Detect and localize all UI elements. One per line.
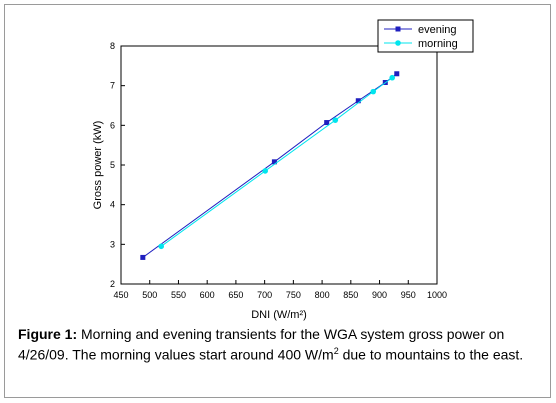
y-tick-label: 7	[110, 81, 115, 91]
y-tick-label: 5	[110, 160, 115, 170]
x-tick-label: 950	[401, 290, 416, 300]
x-tick-label: 650	[228, 290, 243, 300]
y-tick-label: 6	[110, 120, 115, 130]
legend-marker-evening	[395, 26, 401, 32]
legend-marker-morning	[395, 40, 401, 46]
point-morning	[370, 88, 377, 95]
x-tick-label: 850	[343, 290, 358, 300]
point-evening	[140, 254, 146, 260]
y-tick-label: 3	[110, 239, 115, 249]
legend-label-morning: morning	[418, 38, 458, 50]
legend-label-evening: evening	[418, 24, 457, 36]
y-axis: 2 3 4 5 6 7 8	[110, 41, 125, 289]
caption-text-end: due to mountains to the east.	[338, 346, 524, 363]
plot-area	[120, 45, 438, 285]
x-axis-label: DNI (W/m²)	[251, 309, 307, 321]
y-tick-label: 2	[110, 279, 115, 289]
x-tick-label: 900	[372, 290, 387, 300]
x-tick-label: 750	[286, 290, 301, 300]
legend-box	[377, 19, 474, 53]
point-evening	[271, 159, 277, 165]
point-evening	[394, 71, 400, 77]
x-tick-label: 600	[200, 290, 215, 300]
x-tick-label: 700	[257, 290, 272, 300]
series-layer	[140, 71, 400, 260]
x-tick-label: 550	[171, 290, 186, 300]
x-tick-label: 450	[113, 290, 128, 300]
point-morning	[389, 74, 395, 81]
y-axis-label: Gross power (kW)	[92, 121, 104, 210]
point-evening	[324, 120, 330, 126]
caption-superscript: 2	[333, 346, 339, 356]
x-tick-label: 800	[315, 290, 330, 300]
x-tick-label: 500	[142, 290, 157, 300]
legend: evening morning	[377, 19, 474, 53]
y-tick-label: 4	[110, 200, 115, 210]
point-morning	[262, 168, 269, 174]
caption-text: Morning and evening transients for the W…	[18, 326, 505, 363]
point-morning	[332, 117, 339, 123]
x-tick-label: 1000	[427, 290, 447, 300]
figure-caption: Figure 1: Morning and evening transients…	[18, 326, 546, 364]
y-tick-label: 8	[110, 41, 115, 51]
figure-label: Figure 1:	[18, 326, 78, 342]
chart: 450 500 550 600 650 700 750 800 850 900 950 1000 2 3…	[92, 19, 474, 321]
point-evening	[355, 98, 361, 104]
x-axis: 450 500 550 600 650 700 750 800 850 900 950 1000	[113, 280, 447, 300]
point-morning	[158, 243, 165, 250]
